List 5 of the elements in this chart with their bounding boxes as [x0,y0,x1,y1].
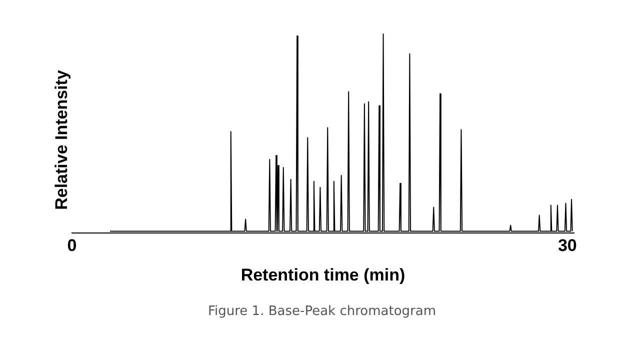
x-axis-title: Retention time (min) [240,265,406,284]
x-tick-label: 0 [67,236,77,256]
x-tick-label: 30 [558,236,577,256]
y-axis-title: Relative Intensity [52,70,72,210]
caption: Figure 1. Base-Peak chromatogram [206,304,437,319]
